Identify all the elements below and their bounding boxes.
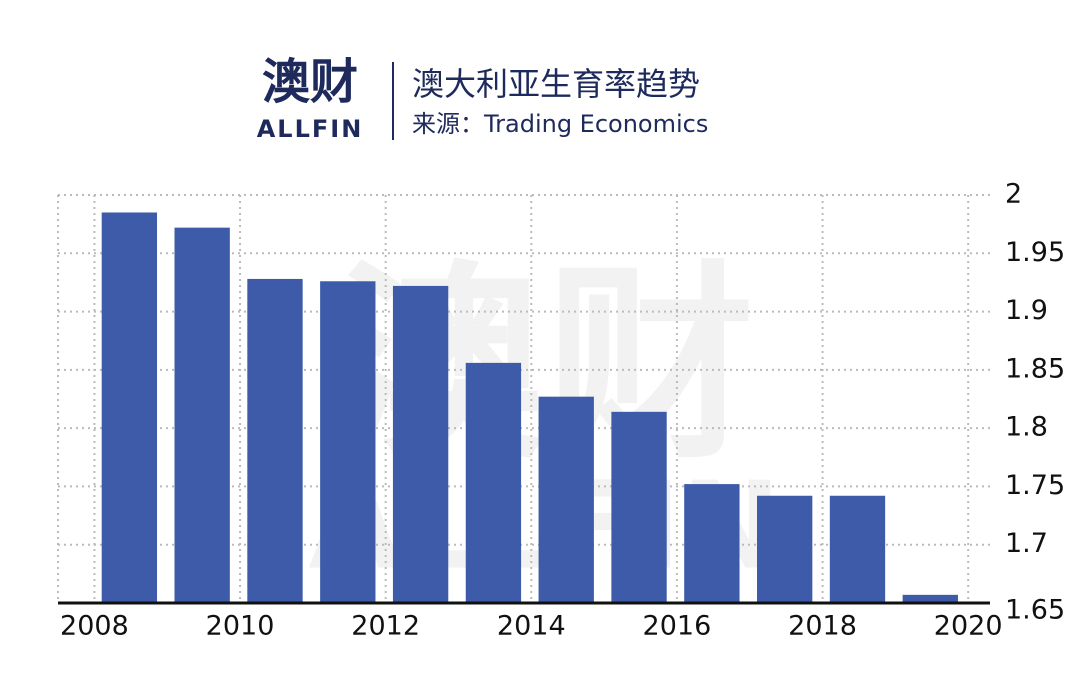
- y-tick-label: 1.75: [1005, 470, 1065, 501]
- x-tick-label: 2016: [643, 611, 712, 642]
- bar: [174, 227, 230, 603]
- bar: [101, 212, 158, 603]
- x-tick-label: 2012: [351, 611, 420, 642]
- bar: [392, 285, 449, 603]
- x-tick-label: 2020: [934, 611, 1003, 642]
- bar: [247, 278, 303, 603]
- y-tick-label: 1.95: [1005, 237, 1065, 268]
- x-tick-label: 2010: [206, 611, 275, 642]
- logo-name: 澳财: [262, 54, 358, 110]
- y-tick-label: 1.7: [1005, 528, 1048, 559]
- bar: [538, 396, 594, 603]
- chart-subtitle: 来源：Trading Economics: [412, 110, 708, 138]
- logo-sub: ALLFIN: [257, 115, 364, 143]
- x-tick-label: 2014: [497, 611, 566, 642]
- y-tick-label: 1.65: [1005, 595, 1065, 626]
- bar: [757, 495, 813, 603]
- y-tick-label: 2: [1005, 179, 1022, 210]
- bar: [611, 411, 667, 603]
- chart-title: 澳大利亚生育率趋势: [412, 65, 700, 103]
- bar: [902, 594, 958, 603]
- bar: [465, 362, 522, 603]
- bar: [829, 495, 886, 603]
- y-tick-label: 1.8: [1005, 412, 1048, 443]
- y-tick-label: 1.85: [1005, 353, 1065, 384]
- bar: [320, 281, 376, 603]
- bar: [684, 484, 740, 603]
- x-tick-label: 2018: [788, 611, 857, 642]
- x-tick-label: 2008: [60, 611, 129, 642]
- y-tick-label: 1.9: [1005, 295, 1048, 326]
